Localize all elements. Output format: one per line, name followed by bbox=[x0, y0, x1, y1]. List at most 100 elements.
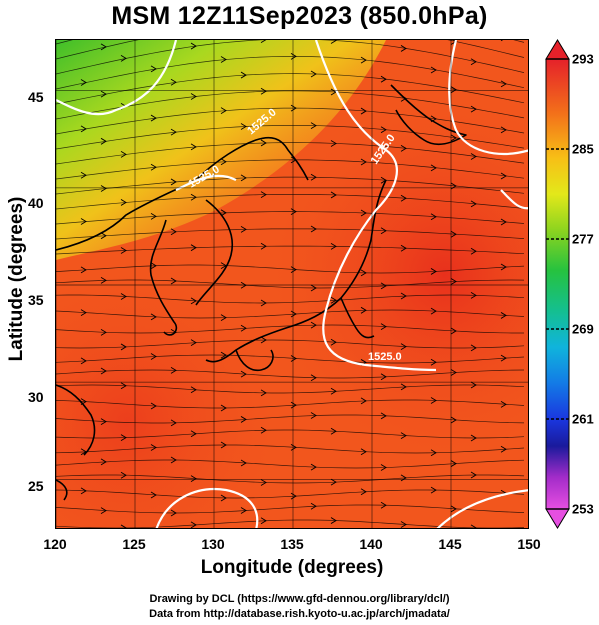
streamline-arrow bbox=[260, 40, 267, 44]
streamlines bbox=[56, 40, 525, 528]
streamline bbox=[56, 194, 525, 210]
streamline-arrow bbox=[380, 282, 387, 290]
streamline-arrow bbox=[500, 263, 507, 271]
map-title: MSM 12Z11Sep2023 (850.0hPa) bbox=[111, 2, 488, 30]
y-tick-label: 25 bbox=[28, 478, 44, 494]
streamline-arrow bbox=[400, 292, 407, 300]
streamline-arrow bbox=[100, 458, 107, 466]
streamline-arrow bbox=[190, 339, 197, 347]
streamline-arrow bbox=[120, 247, 127, 254]
streamline bbox=[56, 228, 525, 240]
streamline-arrow bbox=[150, 262, 157, 270]
x-tick-label: 130 bbox=[201, 536, 225, 552]
streamline-arrow bbox=[400, 144, 407, 152]
streamline-arrow bbox=[100, 507, 107, 515]
streamline-arrow bbox=[500, 312, 507, 319]
streamline-arrow bbox=[330, 517, 337, 524]
streamline-arrow bbox=[170, 78, 177, 86]
streamline-arrow bbox=[100, 185, 107, 192]
streamline-arrow bbox=[430, 213, 437, 221]
streamline-arrow bbox=[500, 445, 507, 453]
streamline-arrow bbox=[240, 459, 247, 467]
streamline-arrow bbox=[240, 71, 247, 79]
streamline-arrow bbox=[380, 227, 387, 235]
streamline-arrow bbox=[150, 402, 157, 410]
x-tick-label: 120 bbox=[43, 536, 67, 552]
streamline-arrow bbox=[450, 278, 457, 285]
streamline-arrow bbox=[470, 344, 477, 352]
y-tick-label: 45 bbox=[28, 89, 44, 105]
streamline-arrow bbox=[380, 126, 387, 134]
credit-data-source: Data from http://database.rish.kyoto-u.a… bbox=[149, 608, 450, 620]
streamline bbox=[56, 324, 524, 334]
streamline-arrow bbox=[430, 397, 437, 404]
streamline-arrow bbox=[240, 174, 247, 182]
streamline-arrow bbox=[450, 369, 457, 376]
streamline-arrow bbox=[500, 218, 507, 226]
streamline bbox=[56, 142, 525, 165]
streamline-arrow bbox=[380, 373, 387, 381]
streamline-arrow bbox=[170, 509, 177, 517]
streamline bbox=[56, 444, 525, 454]
streamline-arrow bbox=[150, 353, 157, 360]
streamline-arrow bbox=[150, 313, 157, 321]
streamline-arrow bbox=[470, 200, 477, 208]
streamline bbox=[56, 245, 525, 255]
streamline bbox=[56, 474, 525, 484]
streamline bbox=[56, 339, 525, 349]
colorbar-tick-label: 285 bbox=[572, 141, 594, 157]
streamline-arrow bbox=[240, 225, 247, 233]
streamline-arrow bbox=[150, 212, 157, 220]
streamline bbox=[56, 56, 525, 90]
streamline bbox=[56, 309, 525, 319]
streamline-arrow bbox=[450, 416, 457, 424]
streamline-arrow bbox=[310, 122, 317, 130]
streamline-arrow bbox=[500, 400, 507, 408]
streamline-arrow bbox=[310, 502, 317, 510]
streamline-arrow bbox=[190, 521, 197, 528]
streamline-arrow bbox=[380, 75, 387, 83]
streamline-arrow bbox=[470, 291, 477, 299]
streamline bbox=[56, 40, 525, 75]
streamline bbox=[56, 414, 525, 424]
streamline-arrow bbox=[100, 43, 107, 51]
streamline bbox=[56, 399, 525, 409]
streamline-arrow bbox=[120, 434, 127, 441]
streamline-arrow bbox=[260, 139, 267, 147]
streamline-arrow bbox=[100, 277, 107, 284]
streamline-arrow bbox=[500, 354, 507, 362]
streamline-arrow bbox=[120, 151, 127, 158]
streamline-arrow bbox=[260, 242, 267, 250]
streamline-arrow bbox=[430, 268, 437, 275]
streamline-arrow bbox=[150, 114, 157, 122]
colorbar-tick-label: 261 bbox=[572, 411, 594, 427]
streamline-arrow bbox=[330, 140, 337, 147]
streamline-arrow bbox=[470, 471, 477, 479]
streamline-arrow bbox=[310, 374, 317, 382]
streamline-arrow bbox=[190, 297, 197, 305]
streamline-arrow bbox=[310, 463, 317, 471]
streamline-arrow bbox=[150, 65, 157, 73]
streamline-arrow bbox=[100, 90, 107, 98]
streamline-arrow bbox=[430, 66, 437, 74]
streamline bbox=[56, 354, 525, 364]
streamline-arrow bbox=[400, 432, 407, 440]
streamline-arrow bbox=[330, 191, 337, 199]
streamline bbox=[56, 211, 525, 225]
streamline-arrow bbox=[240, 416, 247, 423]
streamline-arrow bbox=[80, 266, 87, 274]
colorbar bbox=[545, 39, 570, 529]
streamline-arrow bbox=[380, 464, 387, 471]
streamline-arrow bbox=[190, 386, 197, 394]
credit-drawing: Drawing by DCL (https://www.gfd-dennou.o… bbox=[149, 593, 450, 605]
streamline-arrow bbox=[470, 153, 477, 160]
streamline-arrow bbox=[120, 293, 127, 300]
streamline-arrow bbox=[500, 80, 507, 88]
streamline-arrow bbox=[470, 434, 477, 442]
streamline-arrow bbox=[450, 134, 457, 142]
streamline-arrow bbox=[450, 230, 457, 238]
streamline-arrow bbox=[190, 430, 197, 438]
streamline bbox=[56, 159, 525, 180]
x-tick-label: 150 bbox=[517, 536, 541, 552]
streamline-arrow bbox=[360, 269, 367, 277]
